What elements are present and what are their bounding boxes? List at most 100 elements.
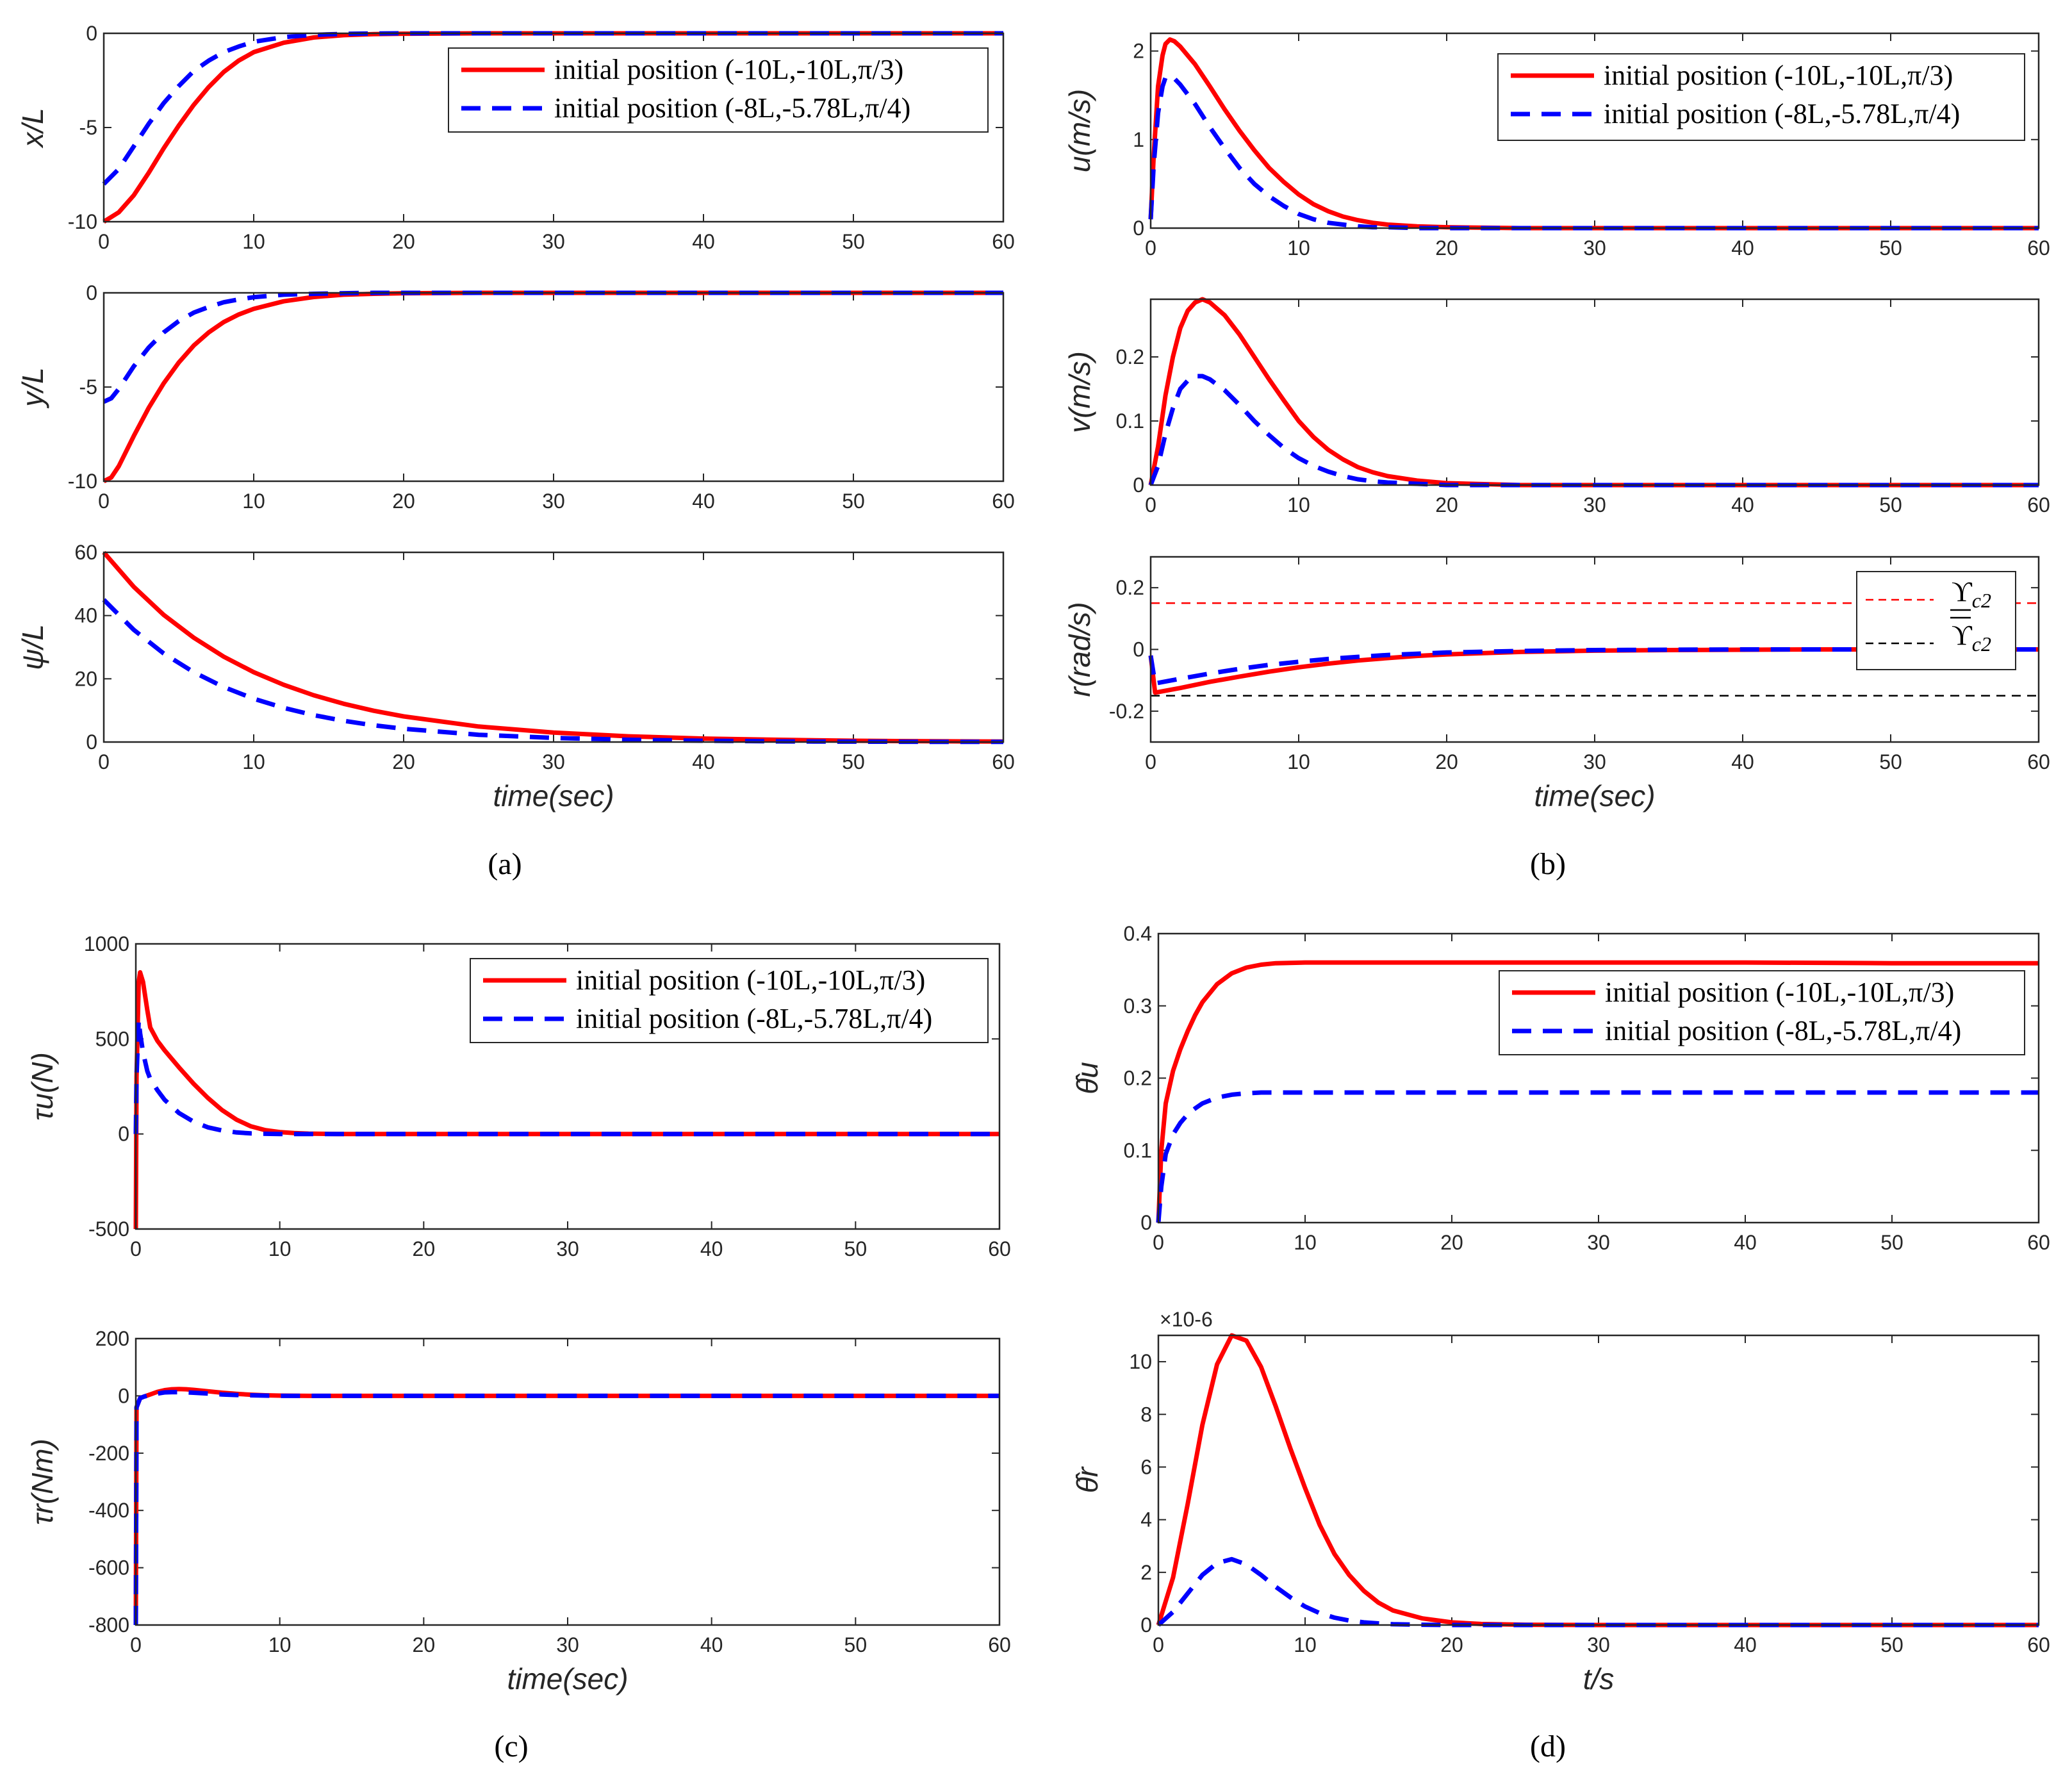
x-tick-label: 0: [130, 1633, 142, 1656]
y-tick-label: 0: [118, 1384, 129, 1407]
x-tick-label: 20: [1440, 1633, 1463, 1656]
series-1-line: [103, 290, 1003, 484]
x-tick-label: 40: [700, 1237, 723, 1260]
x-tick-label: 30: [542, 230, 565, 253]
x-tick-label: 0: [1145, 493, 1156, 516]
y-tick-label: 2: [1133, 40, 1144, 63]
x-tick-label: 30: [556, 1237, 579, 1260]
series-2-line: [102, 598, 1004, 745]
x-tick-label: 30: [1587, 1633, 1610, 1656]
x-tick-label: 40: [692, 750, 715, 773]
x-tick-label: 30: [1583, 750, 1606, 773]
x-tick-label: 60: [2027, 1633, 2050, 1656]
x-tick-label: 0: [1145, 236, 1156, 260]
chart-panel-4: 0 10 20 30 40 50 60 0 1 2 u(m/s) initial position (…: [1063, 32, 2050, 260]
x-tick-label: 60: [992, 230, 1015, 253]
y-tick-label: 6: [1140, 1455, 1152, 1478]
x-tick-label: 50: [842, 750, 865, 773]
series-1-line: [1148, 297, 2039, 488]
x-tick-label: 60: [2027, 493, 2050, 516]
y-axis-label: ψ/L: [16, 624, 49, 670]
axes-frame: [135, 943, 1001, 1230]
theta-r-exponent-label: ×10-6: [1160, 1308, 1213, 1331]
y-tick-label: 200: [95, 1327, 129, 1350]
legend-entry-2: initial position (-8L,-5.78L,π/4): [1604, 98, 1960, 129]
chart-panel-2: 0 10 20 30 40 50 60 -10 -5 0 y/L: [16, 281, 1015, 513]
x-tick-label: 20: [1435, 236, 1458, 260]
x-tick-label: 0: [1145, 750, 1156, 773]
x-tick-label: 50: [844, 1237, 867, 1260]
axes-frame: [1157, 932, 2040, 1224]
x-tick-label: 30: [1583, 493, 1606, 516]
legend-box: [1497, 53, 2025, 141]
y-tick-label: -0.2: [1109, 700, 1144, 723]
x-tick-label: 50: [1880, 1231, 1903, 1254]
x-tick-label: 40: [700, 1633, 723, 1656]
series-2-line: [103, 290, 1003, 404]
y-tick-label: -600: [88, 1556, 129, 1580]
y-tick-label: 0.2: [1116, 576, 1144, 599]
y-tick-label: 1000: [84, 932, 129, 955]
legend-entry-1: initial position (-10L,-10L,π/3): [576, 964, 925, 996]
legend: initial position (-10L,-10L,π/3) initial …: [1497, 53, 2025, 141]
x-tick-label: 30: [542, 490, 565, 513]
x-tick-label: 10: [1294, 1633, 1317, 1656]
y-tick-label: 40: [74, 604, 97, 627]
x-tick-label: 60: [988, 1237, 1011, 1260]
y-tick-label: -5: [79, 375, 97, 399]
x-tick-label: 30: [1587, 1231, 1610, 1254]
x-tick-label: 0: [130, 1237, 142, 1260]
y-tick-label: 0: [1133, 474, 1144, 497]
y-tick-label: 0: [1140, 1211, 1152, 1234]
x-tick-label: 10: [1287, 493, 1310, 516]
y-tick-label: 0.1: [1124, 1139, 1152, 1162]
x-tick-label: 60: [2027, 750, 2050, 773]
x-tick-label: 20: [392, 230, 415, 253]
caption-c: (c): [494, 1729, 528, 1763]
y-tick-label: 0: [86, 281, 97, 304]
y-tick-label: 0.4: [1124, 922, 1152, 945]
y-tick-label: 0: [1133, 638, 1144, 661]
x-tick-label: 50: [842, 490, 865, 513]
x-tick-label: 10: [242, 230, 265, 253]
series-2-line: [133, 1390, 999, 1626]
y-axis-label: τr(Nm): [26, 1439, 59, 1525]
y-tick-label: 0.2: [1124, 1067, 1152, 1090]
axes-frame: [1149, 32, 2040, 229]
legend-entry-2: initial position (-8L,-5.78L,π/4): [576, 1003, 932, 1034]
legend-box: [470, 958, 989, 1043]
x-tick-label: 40: [1734, 1633, 1757, 1656]
x-tick-label: 20: [1440, 1231, 1463, 1254]
x-tick-label: 60: [992, 490, 1015, 513]
x-axis-label: time(sec): [493, 779, 614, 813]
y-tick-label: 2: [1140, 1561, 1152, 1584]
x-axis-label: time(sec): [507, 1662, 628, 1695]
x-tick-label: 60: [2027, 236, 2050, 260]
series-1-line: [102, 550, 1004, 744]
y-tick-label: -800: [88, 1613, 129, 1637]
legend-entry-1: initial position (-10L,-10L,π/3): [1604, 60, 1953, 91]
y-tick-label: 500: [95, 1027, 129, 1050]
x-tick-label: 50: [844, 1633, 867, 1656]
x-tick-label: 10: [242, 750, 265, 773]
x-tick-label: 40: [1734, 1231, 1757, 1254]
x-tick-label: 20: [413, 1237, 436, 1260]
series-2-line: [1148, 73, 2039, 231]
y-tick-label: 0: [86, 22, 97, 45]
y-axis-label: u(m/s): [1063, 89, 1096, 172]
legend-entry-2: initial position (-8L,-5.78L,π/4): [1605, 1015, 1961, 1046]
series-2-line: [1148, 374, 2039, 488]
y-tick-label: 0: [86, 730, 97, 754]
x-tick-label: 40: [692, 490, 715, 513]
x-tick-label: 60: [988, 1633, 1011, 1656]
x-tick-label: 10: [1294, 1231, 1317, 1254]
x-tick-label: 20: [392, 750, 415, 773]
x-tick-label: 40: [692, 230, 715, 253]
y-tick-label: -5: [79, 116, 97, 139]
bound-entry-1: ϒc2: [1952, 576, 1991, 612]
y-tick-label: 4: [1140, 1508, 1152, 1531]
legend-box: [448, 47, 989, 133]
y-tick-label: 0: [1133, 217, 1144, 240]
